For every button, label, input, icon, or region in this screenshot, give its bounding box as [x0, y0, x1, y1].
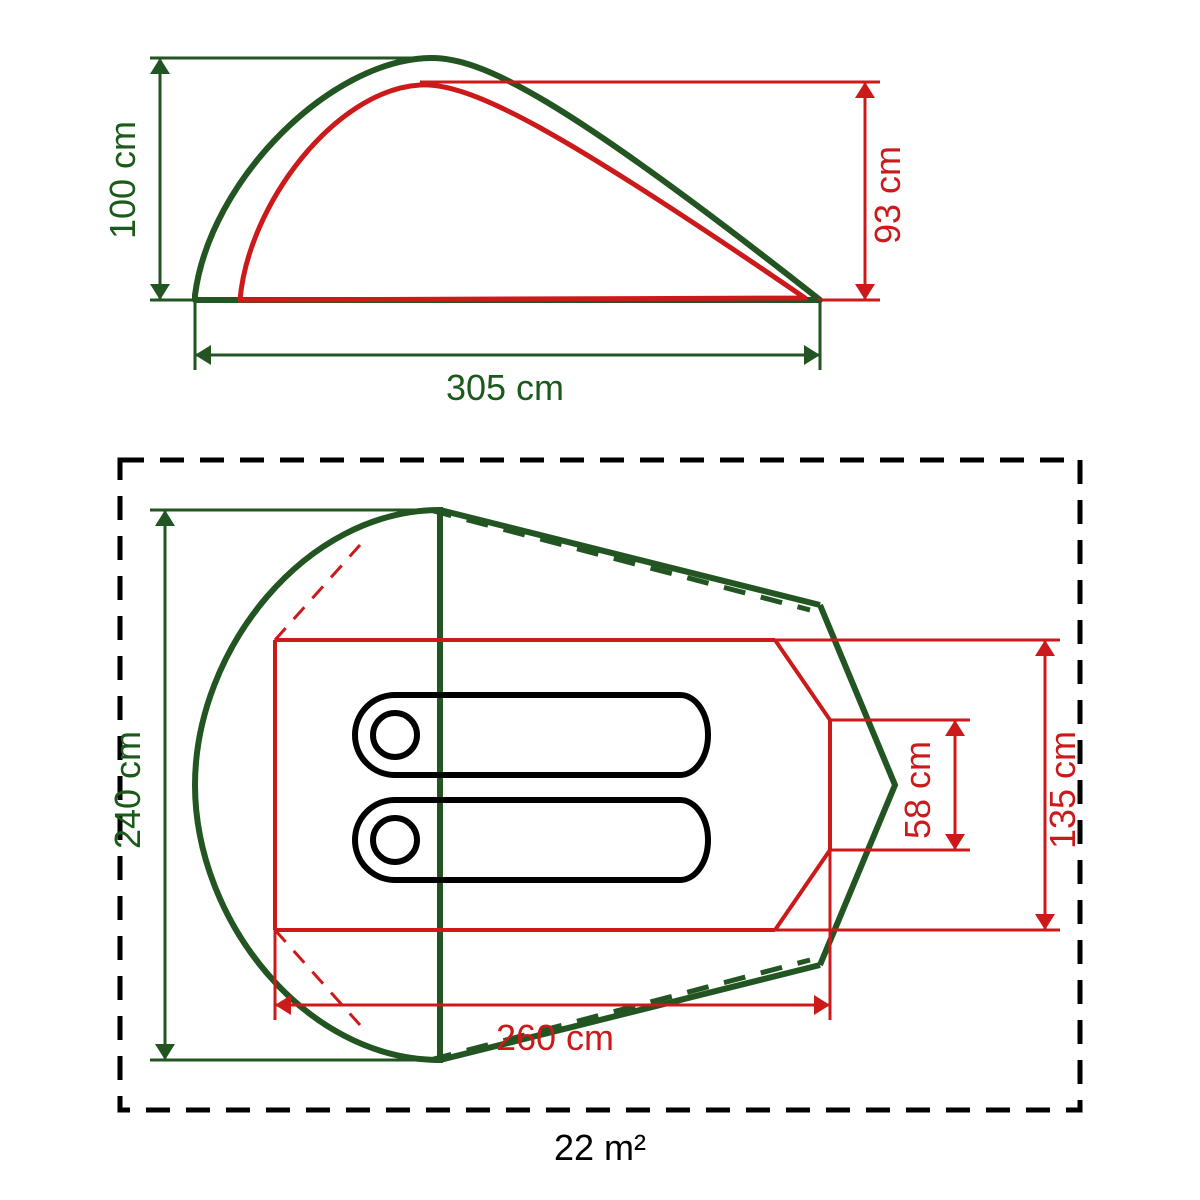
side-inner-profile [240, 85, 805, 300]
dim-door-width: 58 cm [830, 720, 970, 850]
plan-inner-body [275, 545, 830, 1025]
plan-view: 240 cm 135 cm 58 cm 260 cm 22 m² [107, 460, 1083, 1168]
label-door-width: 58 cm [897, 741, 938, 839]
plan-dash-bottom [430, 960, 810, 1060]
label-inner-width: 135 cm [1042, 731, 1083, 849]
label-outer-length: 305 cm [446, 367, 564, 408]
label-inner-length: 260 cm [496, 1017, 614, 1058]
plan-dash-top [430, 510, 810, 610]
side-elevation: 100 cm 93 cm 305 cm [102, 58, 908, 408]
sleeping-bag-1 [355, 695, 708, 775]
label-outer-height: 100 cm [102, 121, 143, 239]
sleeping-bag-2 [355, 800, 708, 880]
label-outer-depth: 240 cm [107, 731, 148, 849]
plan-outer-top-edge [440, 510, 820, 605]
dim-inner-height: 93 cm [420, 82, 908, 300]
tent-dimension-diagram: 100 cm 93 cm 305 cm [0, 0, 1200, 1200]
label-inner-height: 93 cm [867, 146, 908, 244]
dim-outer-length: 305 cm [195, 300, 820, 408]
label-area: 22 m² [554, 1127, 646, 1168]
